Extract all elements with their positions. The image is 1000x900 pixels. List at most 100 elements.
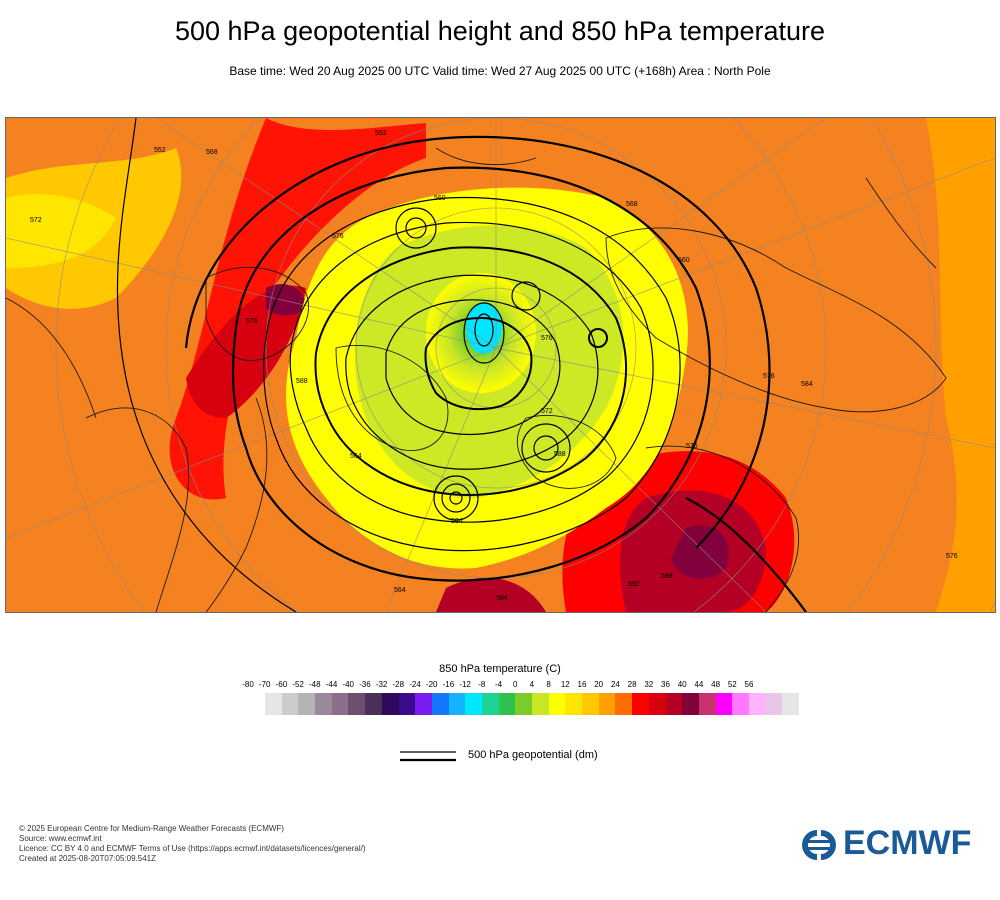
hot-region-peak <box>671 525 729 579</box>
colorbar-tick-label: 36 <box>661 680 670 689</box>
colorbar-swatch <box>565 693 583 715</box>
map-canvas: 552 576 588 564 576 584 572 576 568 560 … <box>6 118 995 612</box>
contour-label: 564 <box>350 453 362 460</box>
colorbar-swatch <box>598 693 616 715</box>
contour-label: 576 <box>246 318 258 325</box>
chart-subtitle: Base time: Wed 20 Aug 2025 00 UTC Valid … <box>229 64 771 78</box>
contour-label: 572 <box>541 408 553 415</box>
colorbar-tick-label: -60 <box>275 680 288 689</box>
colorbar-swatch <box>648 693 666 715</box>
chart-title: 500 hPa geopotential height and 850 hPa … <box>174 16 825 46</box>
colorbar-tick-label: 48 <box>711 680 721 689</box>
geopotential-legend-label: 500 hPa geopotential (dm) <box>468 749 598 761</box>
colorbar-swatch <box>431 693 449 715</box>
colorbar-swatch <box>281 693 299 715</box>
coastlines <box>6 147 947 612</box>
colorbar-swatch <box>532 693 549 715</box>
colorbar-swatch <box>748 693 766 715</box>
contour-label: 592 <box>628 581 640 588</box>
warm-zone-west-inner <box>6 194 116 268</box>
colorbar-tick-label: 16 <box>577 680 587 689</box>
geopotential-contours <box>116 118 807 612</box>
contour-label: 560 <box>434 195 446 202</box>
contour-label: 588 <box>554 451 566 458</box>
licence-line: Licence: CC BY 4.0 and ECMWF Terms of Us… <box>19 844 366 853</box>
contour-label: 572 <box>30 217 42 224</box>
cold-core-center <box>466 302 502 354</box>
colorbar-tick-label: 24 <box>610 680 620 689</box>
contour-label: 552 <box>154 147 166 154</box>
contour-label: 588 <box>661 573 673 580</box>
colorbar-swatch <box>615 693 633 715</box>
colorbar-tick-label: -20 <box>425 680 438 689</box>
colorbar-swatch <box>665 693 683 715</box>
colorbar-tick-label: -36 <box>359 680 371 689</box>
colorbar-tick-label: -4 <box>494 680 503 689</box>
hot-band-west <box>186 285 306 418</box>
colorbar-tick-label: 12 <box>560 680 570 689</box>
colorbar-swatch <box>415 693 432 715</box>
colorbar-tick-label: -44 <box>325 680 338 689</box>
colorbar-swatch <box>498 693 516 715</box>
colorbar-swatch <box>398 693 416 715</box>
contour-labels: 552 576 588 564 576 584 572 576 568 560 … <box>30 130 958 602</box>
colorbar-tick-label: 40 <box>677 680 687 689</box>
contour-label: 576 <box>541 335 553 342</box>
colorbar-swatch <box>265 693 282 715</box>
colorbar-swatch <box>365 693 382 715</box>
colorbar-tick-label: 44 <box>694 680 704 689</box>
colorbar-tick-label: -8 <box>478 680 486 689</box>
colorbar-swatch <box>381 693 399 715</box>
contour-label: 576 <box>686 443 698 450</box>
contour-label: 584 <box>801 381 813 388</box>
colorbar-tick-label: -12 <box>459 680 471 689</box>
contour-label: 552 <box>375 130 387 137</box>
colorbar-swatch <box>331 693 349 715</box>
colorbar-tick-label: -70 <box>258 680 271 689</box>
colorbar-tick-label: -52 <box>292 680 304 689</box>
colorbar-title: 850 hPa temperature (C) <box>439 663 561 675</box>
colorbar-swatch <box>348 693 366 715</box>
colorbar-swatch <box>682 693 699 715</box>
hot-band-north <box>169 118 426 500</box>
colorbar-swatch <box>715 693 733 715</box>
colorbar-tick-label: 0 <box>512 680 518 689</box>
ecmwf-logo-text: ECMWF <box>843 824 972 862</box>
colorbar-tick-label: 56 <box>744 680 754 689</box>
colorbar-swatch <box>448 693 466 715</box>
hot-spot-west <box>266 284 306 316</box>
colorbar-swatch <box>298 693 316 715</box>
colorbar-tick-label: -80 <box>242 680 254 689</box>
hot-spot-south <box>436 577 546 612</box>
contour-label: 576 <box>332 233 344 240</box>
contour-label: 568 <box>626 201 638 208</box>
ecmwf-logo-icon <box>802 830 836 860</box>
contour-label: 576 <box>946 553 958 560</box>
colorbar-tick-label: 28 <box>627 680 637 689</box>
colorbar-tick-label: -32 <box>375 680 388 689</box>
colorbar-tick-label: -28 <box>392 680 405 689</box>
created-line: Created at 2025-08-20T07:05:09.541Z <box>19 854 156 863</box>
graticule <box>6 118 995 612</box>
contour-label: 584 <box>451 518 463 525</box>
source-line: Source: www.ecmwf.int <box>19 834 102 843</box>
colorbar-tick-label: 8 <box>546 680 551 689</box>
colorbar-swatch <box>548 693 566 715</box>
colorbar-tick-label: -40 <box>342 680 354 689</box>
colorbar-swatch <box>698 693 716 715</box>
map-panel: 552 576 588 564 576 584 572 576 568 560 … <box>5 117 996 613</box>
contour-label: 564 <box>394 587 406 594</box>
colorbar-tick-label: -24 <box>409 680 421 689</box>
colorbar <box>265 693 799 715</box>
colorbar-swatch <box>465 693 482 715</box>
colorbar-tick-label: 4 <box>529 680 535 689</box>
contour-label: 560 <box>678 257 690 264</box>
colorbar-swatch <box>732 693 749 715</box>
geopotential-legend-swatch <box>400 751 456 762</box>
warm-zone-east <box>926 118 995 612</box>
colorbar-tick-labels: -80 -70 -60 -52 -48 -44 -40 -36 -32 -28 -24 -20 -16-… <box>240 680 760 692</box>
colorbar-tick-label: 52 <box>727 680 737 689</box>
colorbar-swatch <box>632 693 649 715</box>
contour-label: 588 <box>296 378 308 385</box>
footer: © 2025 European Centre for Medium-Range … <box>19 824 366 864</box>
